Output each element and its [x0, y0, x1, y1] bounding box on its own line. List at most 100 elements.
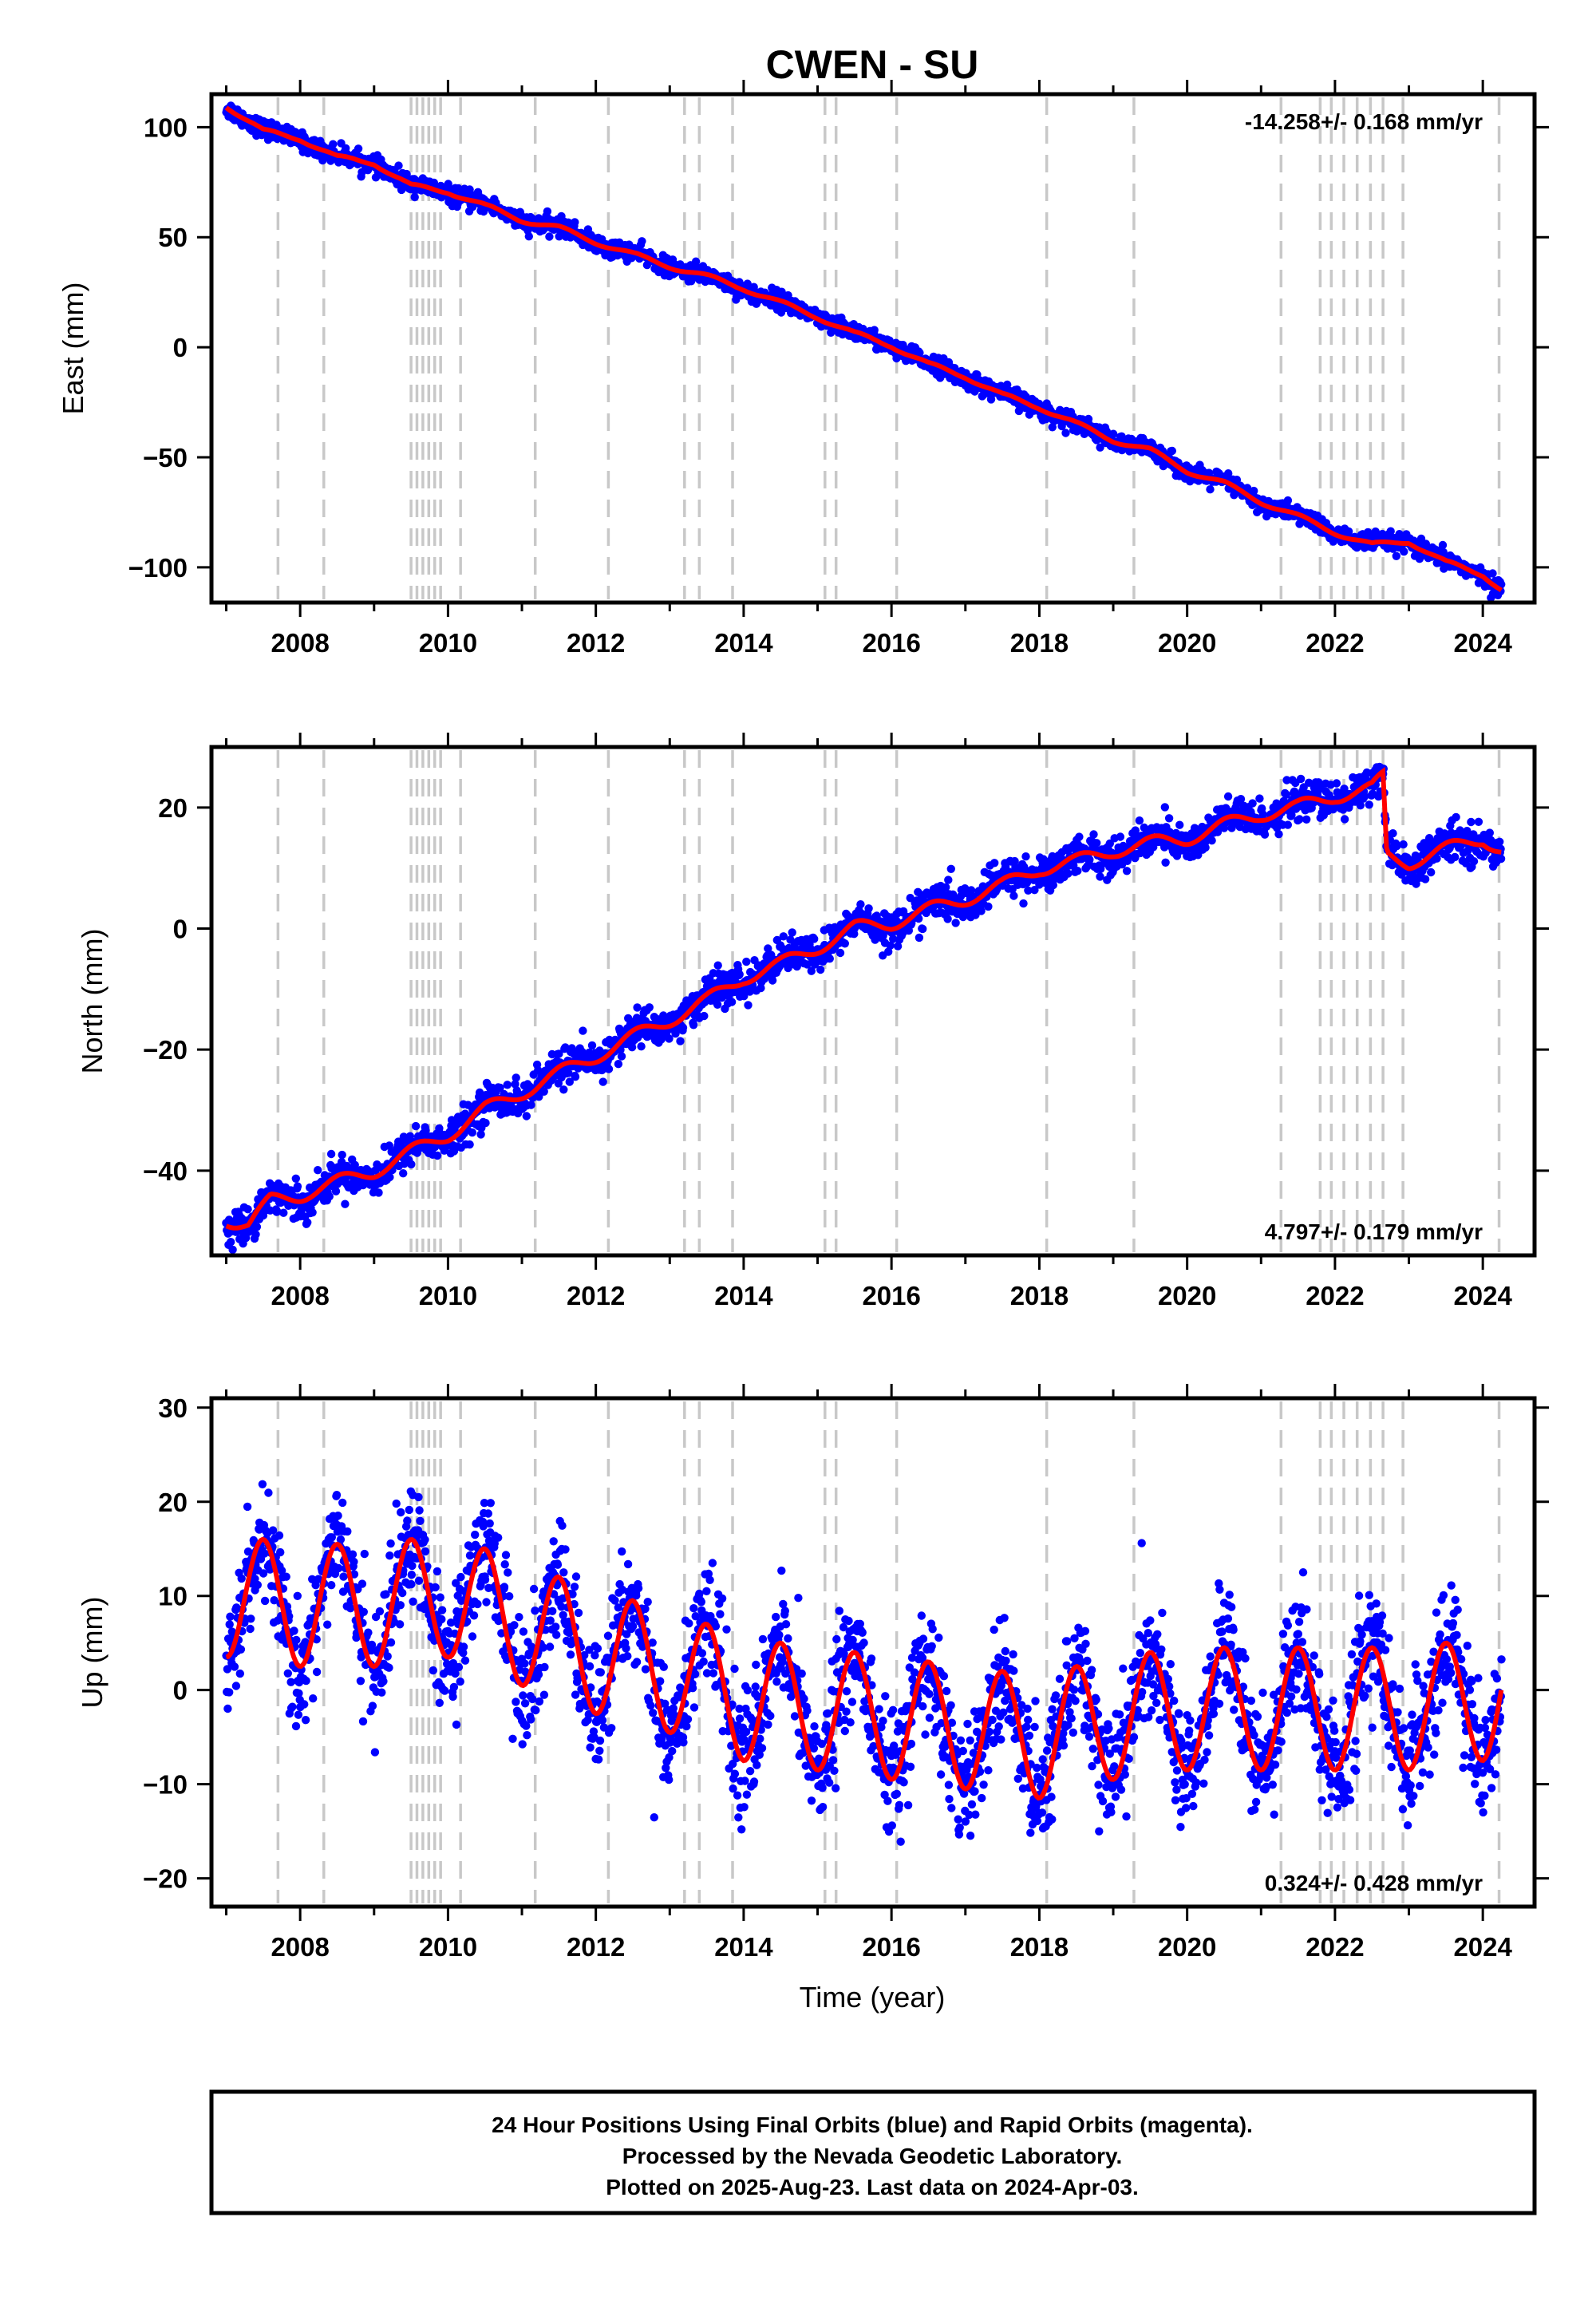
north-data-point [1365, 800, 1373, 809]
up-data-point [223, 1704, 232, 1713]
up-data-point [309, 1694, 318, 1703]
north-data-point [1432, 854, 1441, 863]
east-data-point [410, 192, 419, 202]
north-data-point [475, 1088, 484, 1097]
up-data-point [312, 1667, 322, 1677]
up-data-point [294, 1689, 303, 1697]
east-data-point [1108, 429, 1118, 438]
east-data-point [1250, 486, 1258, 496]
east-data-point [870, 326, 879, 334]
north-data-point [539, 1087, 548, 1097]
east-x-tick-label: 2012 [567, 628, 625, 658]
north-x-tick-label: 2018 [1010, 1281, 1069, 1310]
north-data-point [252, 1223, 262, 1231]
up-data-point [358, 1717, 368, 1726]
north-data-point [1452, 812, 1460, 822]
north-x-tick-label: 2016 [862, 1281, 920, 1310]
up-data-point [332, 1491, 342, 1500]
north-data-point [1393, 841, 1401, 851]
north-data-point [740, 992, 749, 1001]
north-data-point [1255, 794, 1264, 803]
north-data-point [671, 1029, 680, 1038]
up-data-point [385, 1663, 393, 1672]
north-data-point [645, 1003, 654, 1012]
north-data-point [512, 1073, 520, 1082]
up-data-point [334, 1512, 342, 1520]
north-data-point [1021, 852, 1030, 861]
north-data-point [918, 924, 927, 934]
north-data-point [1085, 855, 1094, 864]
north-data-point [816, 965, 825, 974]
north-data-point [273, 1207, 282, 1216]
east-data-point [1488, 569, 1497, 578]
north-data-point [1332, 779, 1341, 788]
north-data-point [511, 1080, 519, 1089]
east-data-point [743, 279, 752, 288]
up-data-point [301, 1716, 310, 1725]
north-data-point [331, 1187, 341, 1196]
up-data-point [364, 1628, 373, 1637]
east-y-tick-label: 50 [158, 223, 188, 252]
east-data-point [1003, 380, 1012, 389]
north-data-point [291, 1174, 300, 1184]
north-data-point [228, 1245, 237, 1255]
north-data-point [564, 1069, 573, 1077]
north-data-point [961, 884, 970, 893]
north-data-point [1469, 857, 1479, 866]
north-x-axis: 2008 2010 2012 2014 2016 2018 2020 2022 2024 [225, 733, 1513, 1310]
north-data-point [598, 1077, 607, 1086]
north-data-point [1340, 815, 1349, 824]
north-data-point [727, 998, 737, 1006]
north-y-tick-label: −20 [143, 1035, 188, 1065]
panel-up: 2008 2010 2012 2014 2016 2018 2020 2022 2024−20−… [76, 1384, 1549, 1962]
up-data-point [300, 1700, 309, 1709]
up-data-point [291, 1721, 301, 1731]
east-data-point [735, 278, 744, 287]
north-y-tick-label: −40 [143, 1156, 188, 1186]
north-data-point [325, 1192, 334, 1201]
north-data-point [1024, 886, 1033, 895]
up-data-point [247, 1614, 255, 1623]
north-data-point [1236, 795, 1246, 804]
north-data-point [1287, 811, 1296, 820]
north-data-point [943, 915, 952, 923]
north-data-point [555, 1049, 563, 1058]
north-data-point [1009, 891, 1018, 900]
north-data-point [293, 1182, 302, 1191]
east-data-point [638, 237, 646, 246]
up-data-point [383, 1652, 392, 1661]
north-data-point [1030, 886, 1039, 895]
up-data-point [395, 1620, 405, 1629]
up-data-point [237, 1574, 246, 1583]
north-x-tick-label: 2022 [1306, 1281, 1364, 1310]
north-data-point [1248, 799, 1257, 808]
up-data-point [231, 1682, 241, 1690]
north-y-tick-label: 20 [158, 793, 188, 823]
north-data-point [604, 1065, 614, 1073]
up-data-point [338, 1498, 347, 1508]
north-data-point [879, 931, 887, 940]
up-data-point [260, 1549, 269, 1558]
north-fit-line [225, 766, 1502, 1231]
up-data-point [360, 1549, 369, 1559]
north-data-point [633, 1003, 642, 1012]
north-data-point [503, 1081, 512, 1089]
north-data-point [421, 1126, 430, 1135]
east-y-axis-label: East (mm) [57, 283, 89, 415]
north-data-point [810, 935, 819, 943]
up-data-point [246, 1624, 255, 1634]
north-data-point [807, 966, 816, 975]
east-fit-line [224, 105, 1503, 593]
east-data-point [1048, 423, 1057, 432]
up-data-point [396, 1601, 405, 1610]
north-data-point [399, 1169, 408, 1178]
north-data-point [665, 1034, 674, 1043]
up-data-point [336, 1535, 346, 1544]
up-data-point [286, 1678, 295, 1686]
north-data-point [565, 1077, 574, 1086]
east-x-tick-label: 2014 [714, 628, 773, 658]
up-data-point [275, 1531, 284, 1540]
east-data-point [524, 232, 533, 241]
up-data-point [327, 1533, 336, 1542]
